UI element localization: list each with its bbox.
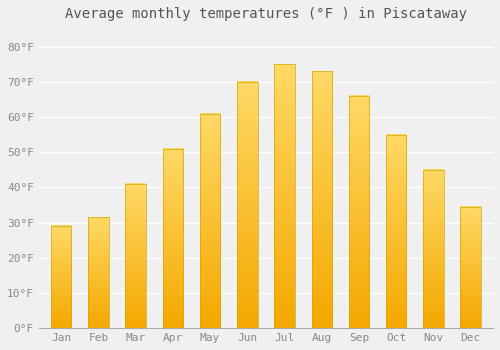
Bar	[126, 184, 146, 328]
Bar	[312, 71, 332, 328]
Bar	[88, 217, 108, 328]
Bar	[274, 64, 295, 328]
Bar	[162, 149, 183, 328]
Bar	[349, 96, 370, 328]
Bar	[200, 113, 220, 328]
Bar	[51, 226, 72, 328]
Bar	[386, 135, 406, 328]
Bar	[460, 207, 481, 328]
Bar	[237, 82, 258, 328]
Bar	[423, 170, 444, 328]
Title: Average monthly temperatures (°F ) in Piscataway: Average monthly temperatures (°F ) in Pi…	[65, 7, 467, 21]
